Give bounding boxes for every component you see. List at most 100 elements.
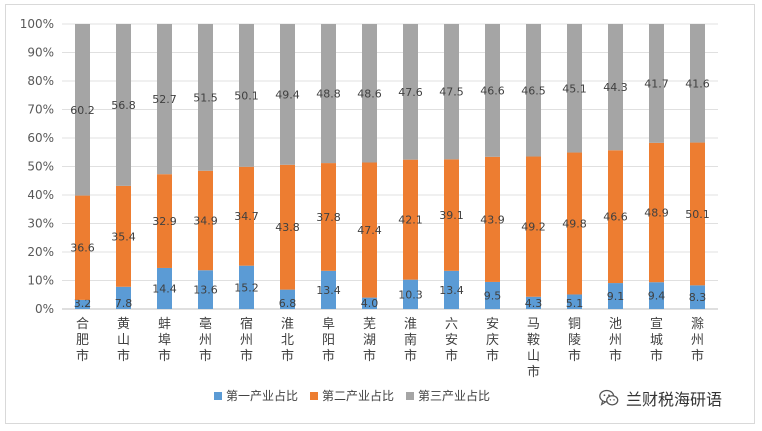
data-label: 9.5 bbox=[484, 289, 502, 302]
data-label: 48.6 bbox=[357, 87, 382, 100]
category-label: 市 bbox=[158, 348, 171, 364]
data-label: 56.8 bbox=[111, 99, 136, 112]
data-label: 13.4 bbox=[316, 284, 341, 297]
bar-segment bbox=[198, 270, 213, 309]
data-label: 35.4 bbox=[111, 230, 136, 243]
data-label: 5.1 bbox=[566, 297, 584, 310]
category-label: 鞍 bbox=[527, 332, 540, 348]
bar-segment bbox=[321, 270, 336, 309]
y-tick-label: 90% bbox=[27, 46, 54, 60]
data-label: 9.1 bbox=[607, 290, 625, 303]
category-label: 阳 bbox=[322, 333, 335, 348]
category-label: 市 bbox=[691, 348, 704, 364]
data-label: 48.8 bbox=[316, 88, 341, 101]
category-label: 市 bbox=[363, 348, 376, 364]
bar-segment bbox=[526, 156, 541, 297]
category-label: 市 bbox=[199, 348, 212, 364]
bar-segment bbox=[198, 24, 213, 171]
legend-label: 第二产业占比 bbox=[322, 388, 394, 403]
category-label: 马 bbox=[527, 317, 540, 332]
chart-frame bbox=[5, 4, 755, 424]
category-label: 庆 bbox=[486, 333, 499, 348]
data-label: 36.6 bbox=[70, 242, 95, 255]
data-label: 47.5 bbox=[439, 86, 464, 99]
bar-segment bbox=[485, 156, 500, 282]
category-label: 市 bbox=[527, 364, 540, 380]
category-label: 合 bbox=[76, 317, 89, 332]
category-label: 山 bbox=[117, 333, 130, 348]
bar-segment bbox=[280, 24, 295, 165]
bar-segment bbox=[690, 142, 705, 286]
bar-segment bbox=[116, 185, 131, 287]
y-tick-label: 40% bbox=[27, 188, 54, 202]
data-label: 46.5 bbox=[521, 84, 546, 97]
bar-segment bbox=[649, 282, 664, 309]
data-label: 4.3 bbox=[525, 297, 543, 310]
bar-segment bbox=[157, 267, 172, 309]
data-label: 48.9 bbox=[644, 207, 669, 220]
data-label: 51.5 bbox=[193, 91, 218, 104]
data-label: 42.1 bbox=[398, 214, 423, 227]
category-label: 蚌 bbox=[158, 317, 171, 332]
category-label: 铜 bbox=[568, 317, 581, 332]
data-label: 52.7 bbox=[152, 93, 177, 106]
category-label: 市 bbox=[568, 348, 581, 364]
bar-segment bbox=[239, 166, 254, 266]
data-label: 50.1 bbox=[685, 208, 710, 221]
bar-segment bbox=[362, 297, 377, 309]
legend-swatch bbox=[310, 392, 318, 400]
data-label: 43.9 bbox=[480, 213, 505, 226]
category-label: 城 bbox=[650, 333, 663, 348]
bar-segment bbox=[403, 159, 418, 280]
data-label: 44.3 bbox=[603, 81, 628, 94]
bar-segment bbox=[75, 299, 90, 309]
category-label: 山 bbox=[527, 349, 540, 364]
data-label: 49.2 bbox=[521, 221, 546, 234]
category-label: 市 bbox=[240, 348, 253, 364]
data-label: 4.0 bbox=[361, 297, 379, 310]
bar-segment bbox=[649, 24, 664, 143]
data-label: 49.8 bbox=[562, 218, 587, 231]
data-label: 60.2 bbox=[70, 104, 95, 117]
category-label: 滁 bbox=[691, 316, 704, 332]
bar-segment bbox=[608, 24, 623, 151]
bar-segment bbox=[198, 170, 213, 271]
y-tick-label: 100% bbox=[20, 17, 54, 31]
y-tick-label: 80% bbox=[27, 74, 54, 88]
category-label: 亳 bbox=[199, 316, 212, 332]
bar-segment bbox=[567, 294, 582, 309]
bar-segment bbox=[116, 24, 131, 186]
bar-segment bbox=[485, 281, 500, 309]
data-label: 3.2 bbox=[74, 297, 92, 310]
bar-segment bbox=[444, 24, 459, 160]
bar-segment bbox=[280, 289, 295, 309]
data-label: 47.6 bbox=[398, 86, 423, 99]
data-label: 47.4 bbox=[357, 224, 382, 237]
bar-segment bbox=[75, 195, 90, 300]
category-label: 州 bbox=[199, 333, 212, 348]
y-tick-label: 20% bbox=[27, 245, 54, 259]
y-tick-label: 0% bbox=[35, 302, 54, 316]
category-label: 市 bbox=[117, 348, 130, 364]
data-label: 13.6 bbox=[193, 284, 218, 297]
bar-segment bbox=[444, 270, 459, 309]
y-tick-label: 10% bbox=[27, 274, 54, 288]
category-label: 六 bbox=[445, 317, 458, 332]
bar-segment bbox=[239, 265, 254, 309]
category-label: 市 bbox=[650, 348, 663, 364]
bar-segment bbox=[362, 162, 377, 298]
category-label: 市 bbox=[76, 348, 89, 364]
data-label: 34.9 bbox=[193, 215, 218, 228]
bar-segment bbox=[321, 24, 336, 164]
category-label: 州 bbox=[691, 333, 704, 348]
category-label: 池 bbox=[609, 317, 622, 332]
data-label: 6.8 bbox=[279, 297, 297, 310]
category-label: 湖 bbox=[363, 333, 376, 348]
bar-segment bbox=[526, 24, 541, 157]
data-label: 46.6 bbox=[480, 84, 505, 97]
bar-segment bbox=[567, 152, 582, 295]
category-label: 宿 bbox=[240, 316, 253, 332]
data-label: 13.4 bbox=[439, 284, 464, 297]
legend-label: 第三产业占比 bbox=[418, 388, 490, 403]
